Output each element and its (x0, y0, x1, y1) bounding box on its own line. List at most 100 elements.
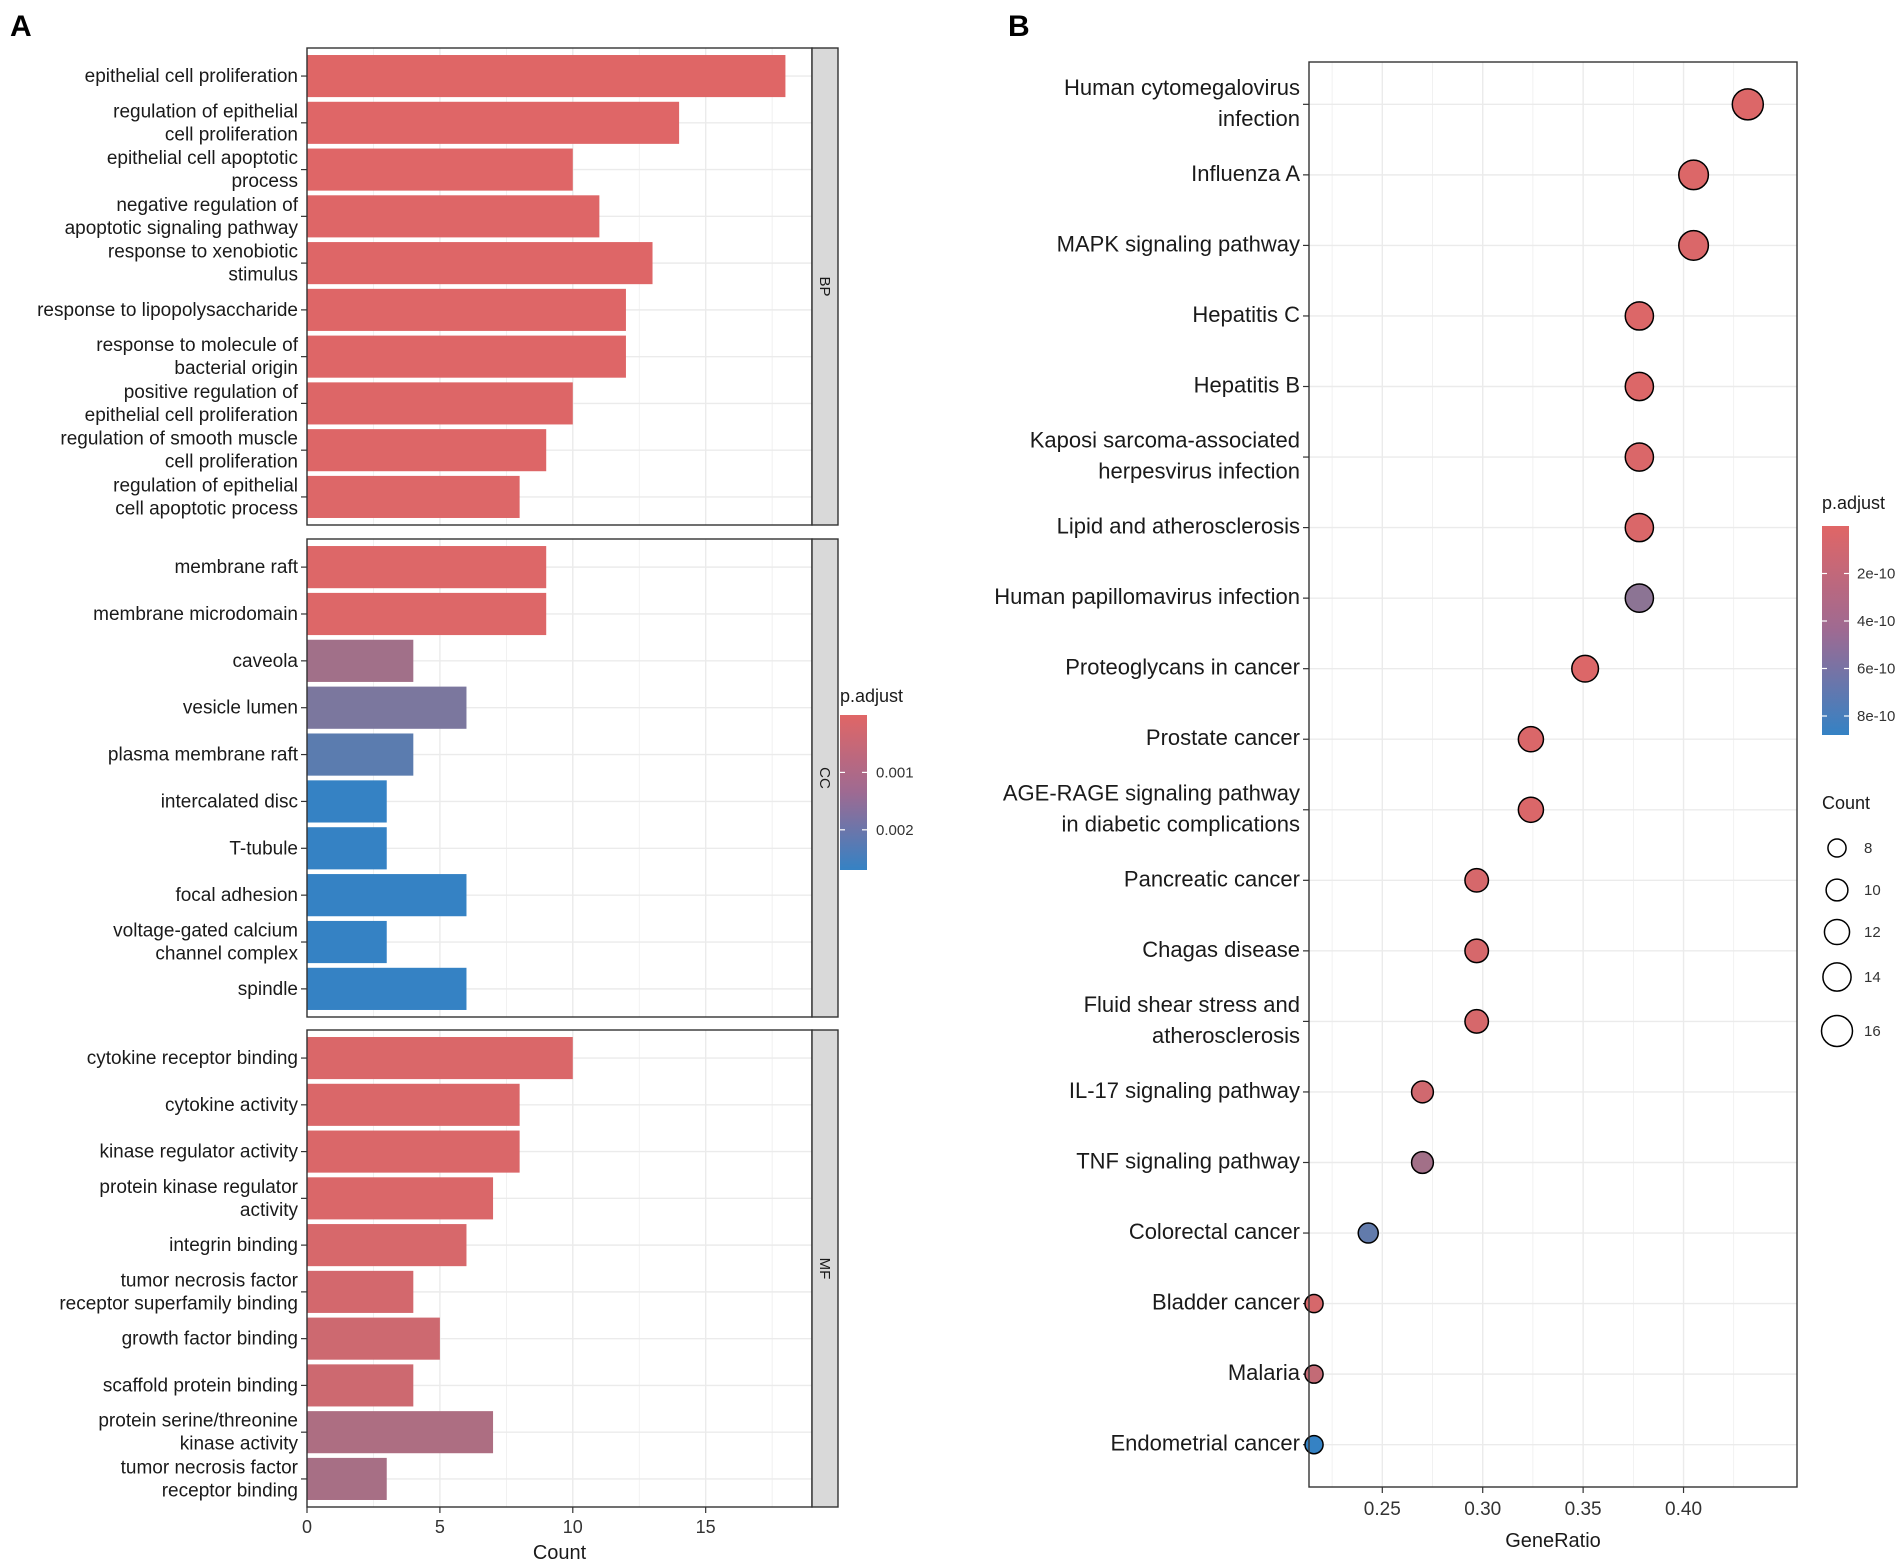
dot (1517, 725, 1545, 753)
category-label-line: Endometrial cancer (1110, 1431, 1300, 1456)
category-label-line: cell proliferation (165, 452, 298, 473)
bar (307, 686, 467, 729)
category-label: protein serine/threonine kinase activity (98, 1411, 298, 1455)
category-label: plasma membrane raft (108, 745, 299, 766)
category-label-line: epithelial cell proliferation (85, 66, 298, 87)
bar (307, 1270, 414, 1313)
colorbar-label: 8e-10 (1857, 708, 1895, 725)
facet-strip (811, 47, 839, 526)
category-label-line: growth factor binding (122, 1329, 298, 1350)
category-label: Influenza A (1191, 161, 1300, 186)
bar (307, 874, 467, 917)
category-label-line: Proteoglycans in cancer (1065, 655, 1300, 680)
category-label: Hepatitis B (1194, 373, 1300, 398)
dot (1304, 1434, 1324, 1455)
category-label: Prostate cancer (1146, 725, 1300, 750)
category-label-line: scaffold protein binding (103, 1375, 298, 1396)
category-label-line: positive regulation of (124, 382, 299, 403)
category-label: TNF signaling pathway (1076, 1148, 1300, 1173)
bar (307, 1037, 573, 1080)
category-label-line: protein serine/threonine (98, 1411, 298, 1432)
dot (1304, 1364, 1324, 1384)
category-label-line: atherosclerosis (1152, 1023, 1300, 1048)
category-label-line: bacterial origin (174, 358, 298, 379)
facet-mf: cytokine receptor binding cytokine activi… (59, 1029, 839, 1508)
category-label: caveola (233, 651, 299, 672)
padjust-legend: p.adjust 2e-10 4e-10 6e-10 8e-10 (1822, 493, 1895, 735)
legend-title: Count (1822, 793, 1870, 813)
dot (1517, 796, 1545, 824)
bar (307, 1364, 414, 1407)
category-label-line: Hepatitis B (1194, 373, 1300, 398)
bar (307, 429, 547, 472)
category-label: membrane raft (174, 557, 298, 578)
category-label-line: herpesvirus infection (1098, 459, 1300, 484)
category-label-line: stimulus (228, 265, 298, 286)
x-tick-label: 10 (563, 1517, 583, 1537)
category-label: Lipid and atherosclerosis (1057, 514, 1300, 539)
category-label: MAPK signaling pathway (1057, 231, 1300, 256)
category-label-line: Human cytomegalovirus (1064, 75, 1300, 100)
category-label-line: infection (1218, 106, 1300, 131)
panel-b-dot-plot: Human cytomegalovirus infection Influenza … (994, 61, 1895, 1552)
category-label-line: response to molecule of (96, 335, 298, 356)
category-label: Endometrial cancer (1110, 1431, 1300, 1456)
category-label-line: tumor necrosis factor (121, 1270, 299, 1291)
size-key (1820, 1014, 1854, 1048)
category-label: Malaria (1228, 1360, 1301, 1385)
bar (307, 288, 626, 331)
facet-strip (811, 1029, 839, 1508)
category-label-line: vesicle lumen (183, 698, 298, 719)
category-label: response to lipopolysaccharide (37, 300, 298, 321)
dot (1410, 1150, 1435, 1175)
bar (307, 148, 573, 191)
category-label: growth factor binding (122, 1329, 298, 1350)
category-label: regulation of smooth muscle cell prolifer… (60, 429, 298, 473)
facet-strip-label: MF (816, 1258, 833, 1280)
x-tick-label: 0.40 (1665, 1499, 1702, 1520)
category-label: response to xenobiotic stimulus (108, 242, 298, 286)
category-label: membrane microdomain (93, 604, 298, 625)
category-label: T-tubule (229, 838, 298, 859)
colorbar-label: 4e-10 (1857, 613, 1895, 630)
category-label: regulation of epithelial cell proliferati… (113, 101, 298, 145)
category-label-line: cell apoptotic process (115, 498, 298, 519)
category-label-line: regulation of epithelial (113, 475, 298, 496)
dot (1464, 867, 1490, 893)
size-key-label: 16 (1864, 1023, 1881, 1040)
colorbar-label: 2e-10 (1857, 566, 1895, 583)
category-label-line: Bladder cancer (1152, 1290, 1300, 1315)
x-tick-label: 0.35 (1565, 1499, 1602, 1520)
category-label-line: epithelial cell apoptotic (107, 148, 298, 169)
category-label: spindle (238, 979, 298, 1000)
dot (1624, 442, 1655, 472)
category-label-line: Pancreatic cancer (1124, 866, 1300, 891)
bar (307, 242, 653, 285)
dot (1624, 583, 1655, 613)
colorbar-label: 0.002 (876, 822, 914, 839)
category-label: cytokine activity (165, 1095, 299, 1116)
category-label-line: regulation of smooth muscle (60, 429, 298, 450)
bar (307, 592, 547, 636)
bar (307, 382, 573, 425)
category-label: voltage-gated calcium channel complex (113, 921, 298, 965)
x-tick-label: 5 (435, 1517, 445, 1537)
category-label-line: kinase activity (180, 1434, 299, 1455)
x-tick-label: 0 (302, 1517, 312, 1537)
category-label-line: T-tubule (229, 838, 298, 859)
bar (307, 827, 387, 870)
bar (307, 920, 387, 964)
category-label: Chagas disease (1142, 937, 1300, 962)
category-label-line: AGE-RAGE signaling pathway (1003, 780, 1300, 805)
category-label-line: apoptotic signaling pathway (65, 218, 299, 239)
panel-a-bar-chart: epithelial cell proliferation regulation … (37, 47, 914, 1564)
category-label-line: Colorectal cancer (1129, 1219, 1300, 1244)
category-label-line: TNF signaling pathway (1076, 1148, 1300, 1173)
facet-strip (811, 538, 839, 1018)
dot (1410, 1080, 1435, 1104)
colorbar-label: 0.001 (876, 764, 914, 781)
dot (1357, 1222, 1379, 1244)
dot (1731, 88, 1765, 121)
size-key (1823, 918, 1851, 946)
